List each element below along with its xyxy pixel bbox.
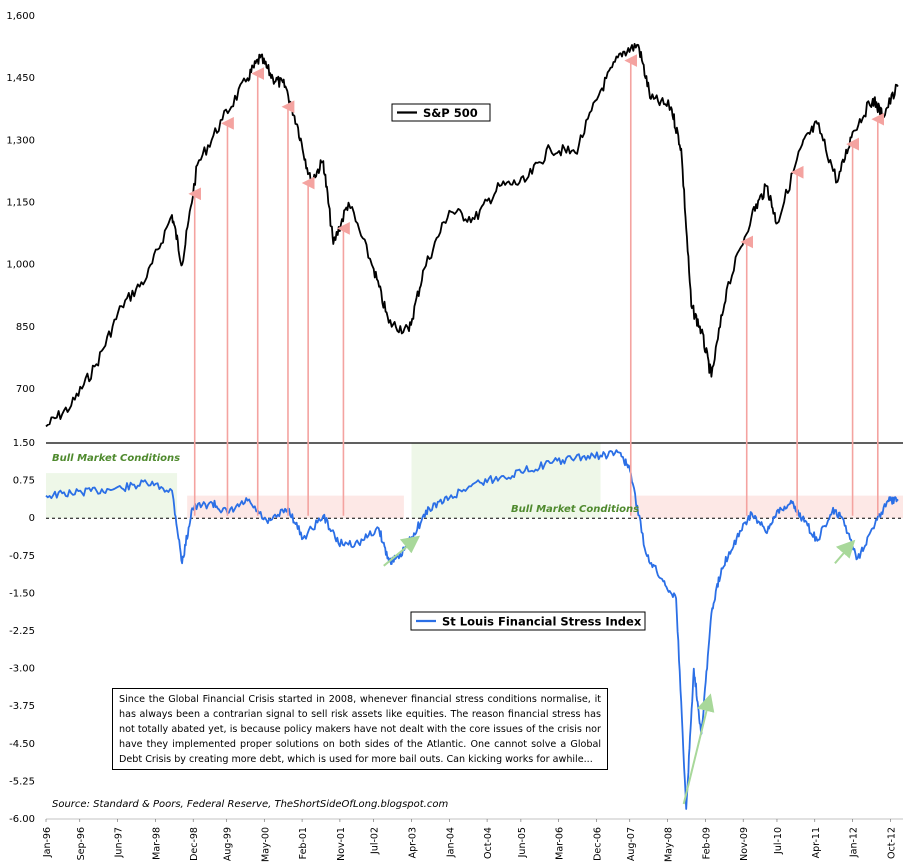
x-tick-label: Apr-03: [407, 827, 418, 858]
sp500-legend-label: S&P 500: [423, 106, 478, 120]
fsi-ytick-label: -6.00: [9, 814, 35, 825]
fsi-ytick-label: 1.50: [13, 438, 35, 449]
x-tick-label: Mar-06: [555, 827, 566, 860]
x-tick-label: Jun-97: [114, 827, 125, 858]
x-tick-label: Jan-96: [42, 827, 53, 858]
stress-zone-2: [630, 495, 903, 519]
fsi-ytick-label: -4.50: [9, 739, 35, 750]
x-tick-label: Nov-01: [336, 827, 347, 861]
x-tick-label: Nov-09: [739, 827, 750, 861]
sp500-ytick-label: 1,000: [6, 260, 35, 271]
x-tick-label: Jul-10: [773, 827, 784, 855]
sp500-ytick-label: 850: [16, 322, 35, 333]
sp500-ytick-label: 1,300: [6, 135, 35, 146]
x-tick-label: Feb-01: [298, 827, 309, 859]
source-note: Source: Standard & Poors, Federal Reserv…: [52, 799, 449, 810]
x-tick-label: Apr-11: [811, 827, 822, 858]
x-tick-label: Aug-07: [626, 827, 637, 861]
x-tick-label: Sep-96: [76, 827, 87, 860]
x-tick-label: May-08: [664, 827, 675, 862]
stress-zone-1: [187, 495, 404, 519]
fsi-ytick-label: 0.75: [13, 476, 35, 487]
recovery-arrow-1: [383, 535, 421, 567]
x-tick-label: Jan-04: [445, 827, 456, 858]
x-tick-label: Aug-99: [222, 827, 233, 861]
fsi-ytick-label: -2.25: [9, 626, 35, 637]
x-tick-label: Jun-05: [517, 827, 528, 858]
fsi-ytick-label: 0: [29, 513, 35, 524]
recovery-arrow-2: [682, 693, 715, 805]
bull-market-label-2: Bull Market Conditions: [511, 504, 639, 515]
fsi-series-line: [45, 449, 899, 810]
x-tick-label: May-00: [260, 827, 271, 862]
fsi-legend-box: [410, 611, 646, 631]
sp500-legend-box: [391, 103, 491, 122]
x-tick-label: Feb-09: [701, 827, 712, 859]
x-tick-label: Oct-04: [483, 827, 494, 859]
sp500-ytick-label: 1,450: [6, 73, 35, 84]
fsi-ytick-label: -3.75: [9, 701, 35, 712]
sp500-ytick-label: 1,150: [6, 198, 35, 209]
x-tick-label: Oct-12: [886, 827, 897, 859]
x-tick-label: Jul-02: [370, 827, 381, 855]
sp500-ytick-label: 700: [16, 384, 35, 395]
fsi-ytick-label: -1.50: [9, 588, 35, 599]
sp500-series-line: [45, 43, 899, 428]
fsi-ytick-label: -3.00: [9, 664, 35, 675]
x-tick-label: Jan-12: [849, 827, 860, 858]
x-tick-label: Mar-98: [151, 827, 162, 860]
recovery-arrow-3: [834, 539, 856, 564]
fsi-ytick-label: -0.75: [9, 551, 35, 562]
sp500-ytick-label: 1,600: [6, 11, 35, 22]
x-tick-label: Dec-06: [592, 827, 603, 861]
commentary-note: Since the Global Financial Crisis starte…: [112, 688, 608, 770]
x-tick-label: Dec-98: [189, 827, 200, 861]
bull-market-label-1: Bull Market Conditions: [52, 453, 180, 464]
fsi-ytick-label: -5.25: [9, 776, 35, 787]
fsi-legend-label: St Louis Financial Stress Index: [442, 615, 642, 629]
